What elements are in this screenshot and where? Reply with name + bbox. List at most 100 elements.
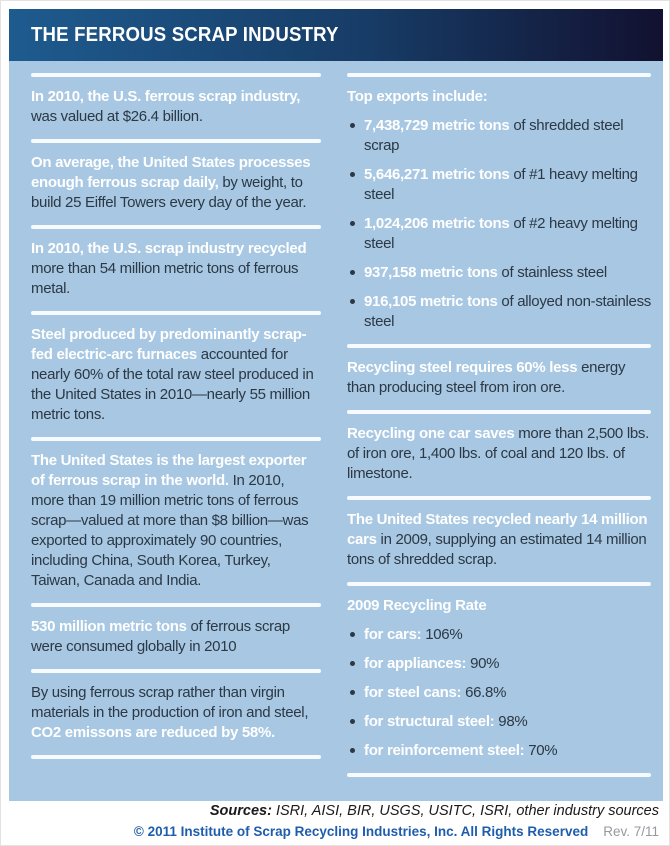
footer: Sources: ISRI, AISI, BIR, USGS, USITC, I… [134,802,659,841]
fact-paragraph: On average, the United States processes … [31,153,321,213]
fact-highlight: 916,105 metric tons [364,293,502,310]
fact-paragraph: The United States recycled nearly 14 mil… [347,510,651,570]
bullet-item: 5,646,271 metric tons of #1 heavy meltin… [347,165,651,205]
bullet-dot [350,172,355,177]
bullet-text: 7,438,729 metric tons of shredded steel … [364,116,651,156]
bullet-item: for structural steel: 98% [347,712,651,732]
bullet-item: for appliances: 90% [347,654,651,674]
bullet-dot [350,221,355,226]
divider-rule [31,603,321,607]
fact-item: 2009 Recycling Rate for cars: 106% for app… [347,586,651,773]
divider-rule [31,311,321,315]
bullet-item: 916,105 metric tons of alloyed non-stain… [347,292,651,332]
bullet-dot [350,270,355,275]
fact-highlight: for steel cans: [364,684,466,701]
fact-item: 530 million metric tons of ferrous scrap… [31,607,321,669]
fact-text: 106% [425,626,463,643]
bullet-item: for reinforcement steel: 70% [347,741,651,761]
divider-rule [347,496,651,500]
bullet-text: for steel cans: 66.8% [364,683,651,703]
fact-highlight: Steel produced by predominantly scrap-fe… [31,326,307,363]
facts-panel: In 2010, the U.S. ferrous scrap industry… [9,61,663,801]
fact-highlight: for cars: [364,626,426,643]
fact-item: By using ferrous scrap rather than virgi… [31,673,321,755]
fact-highlight: 7,438,729 metric tons [364,117,514,134]
right-column: Top exports include: 7,438,729 metric ton… [347,73,651,801]
fact-paragraph: Recycling one car saves more than 2,500 … [347,424,651,484]
fact-text: of stainless steel [501,264,607,281]
bullet-dot [350,690,355,695]
fact-text: 90% [470,655,500,672]
bullet-text: 1,024,206 metric tons of #2 heavy meltin… [364,214,651,254]
fact-item: In 2010, the U.S. scrap industry recycle… [31,229,321,311]
divider-rule [31,225,321,229]
bullet-text: for reinforcement steel: 70% [364,741,651,761]
fact-highlight: for structural steel: [364,713,499,730]
divider-rule [347,73,651,77]
sources-label: Sources: [209,803,272,819]
divider-rule [31,669,321,673]
bullet-dot [350,719,355,724]
fact-paragraph: In 2010, the U.S. ferrous scrap industry… [31,87,321,127]
bullet-dot [350,661,355,666]
bullet-dot [350,632,355,637]
fact-item: On average, the United States processes … [31,143,321,225]
fact-paragraph: Steel produced by predominantly scrap-fe… [31,325,321,425]
fact-text: by weight, to build 25 Eiffel Towers eve… [31,174,307,211]
fact-heading: 2009 Recycling Rate [347,597,487,614]
fact-item: The United States recycled nearly 14 mil… [347,500,651,582]
fact-text: more than 2,500 lbs. of iron ore, 1,400 … [347,425,649,482]
fact-heading: Top exports include: [347,88,488,105]
divider-rule [31,73,321,77]
page-title: THE FERROUS SCRAP INDUSTRY [31,23,339,46]
divider-rule [347,773,651,777]
fact-text: accounted for nearly 60% of the total ra… [31,346,314,423]
header-bar: THE FERROUS SCRAP INDUSTRY [9,9,663,61]
fact-paragraph: In 2010, the U.S. scrap industry recycle… [31,239,321,299]
bullet-text: 5,646,271 metric tons of #1 heavy meltin… [364,165,651,205]
bullet-text: for appliances: 90% [364,654,651,674]
bullet-dot [350,123,355,128]
fact-highlight: CO2 emissons are reduced by 58%. [31,724,275,741]
fact-text: By using ferrous scrap rather than virgi… [31,684,309,721]
fact-highlight: for appliances: [364,655,471,672]
copyright-line: © 2011 Institute of Scrap Recycling Indu… [134,823,659,841]
fact-highlight: On average, the United States processes … [31,154,311,191]
bullet-item: 7,438,729 metric tons of shredded steel … [347,116,651,156]
fact-text: was valued at $26.4 billion. [31,108,203,125]
fact-highlight: 937,158 metric tons [364,264,502,281]
fact-item: Steel produced by predominantly scrap-fe… [31,315,321,437]
left-column: In 2010, the U.S. ferrous scrap industry… [31,73,321,801]
fact-text: of #2 heavy melting steel [364,215,638,252]
fact-text: of #1 heavy melting steel [364,166,638,203]
divider-rule [347,410,651,414]
fact-text: of alloyed non-stainless steel [364,293,651,330]
fact-item: Top exports include: 7,438,729 metric ton… [347,77,651,344]
fact-highlight: In 2010, the U.S. scrap industry recycle… [31,240,307,257]
fact-highlight: Recycling steel requires 60% less [347,359,582,376]
bullet-item: 1,024,206 metric tons of #2 heavy meltin… [347,214,651,254]
bullet-dot [350,748,355,753]
sources-line: Sources: ISRI, AISI, BIR, USGS, USITC, I… [134,802,659,821]
fact-highlight: 1,024,206 metric tons [364,215,514,232]
bullet-text: for structural steel: 98% [364,712,651,732]
fact-highlight: 5,646,271 metric tons [364,166,514,183]
bullet-text: 916,105 metric tons of alloyed non-stain… [364,292,651,332]
bullet-item: for cars: 106% [347,625,651,645]
fact-text: 70% [528,742,558,759]
fact-text: In 2010, more than 19 million metric ton… [31,472,309,589]
fact-item: Recycling steel requires 60% less energy… [347,348,651,410]
fact-highlight: for reinforcement steel: [364,742,529,759]
bullet-dot [350,299,355,304]
fact-text: more than 54 million metric tons of ferr… [31,260,299,297]
bullet-item: for steel cans: 66.8% [347,683,651,703]
bullet-text: 937,158 metric tons of stainless steel [364,263,651,283]
fact-text: energy than producing steel from iron or… [347,359,626,396]
divider-rule [31,755,321,759]
bullet-item: 937,158 metric tons of stainless steel [347,263,651,283]
fact-paragraph: Recycling steel requires 60% less energy… [347,358,651,398]
fact-item: Recycling one car saves more than 2,500 … [347,414,651,496]
fact-item: In 2010, the U.S. ferrous scrap industry… [31,77,321,139]
divider-rule [31,139,321,143]
